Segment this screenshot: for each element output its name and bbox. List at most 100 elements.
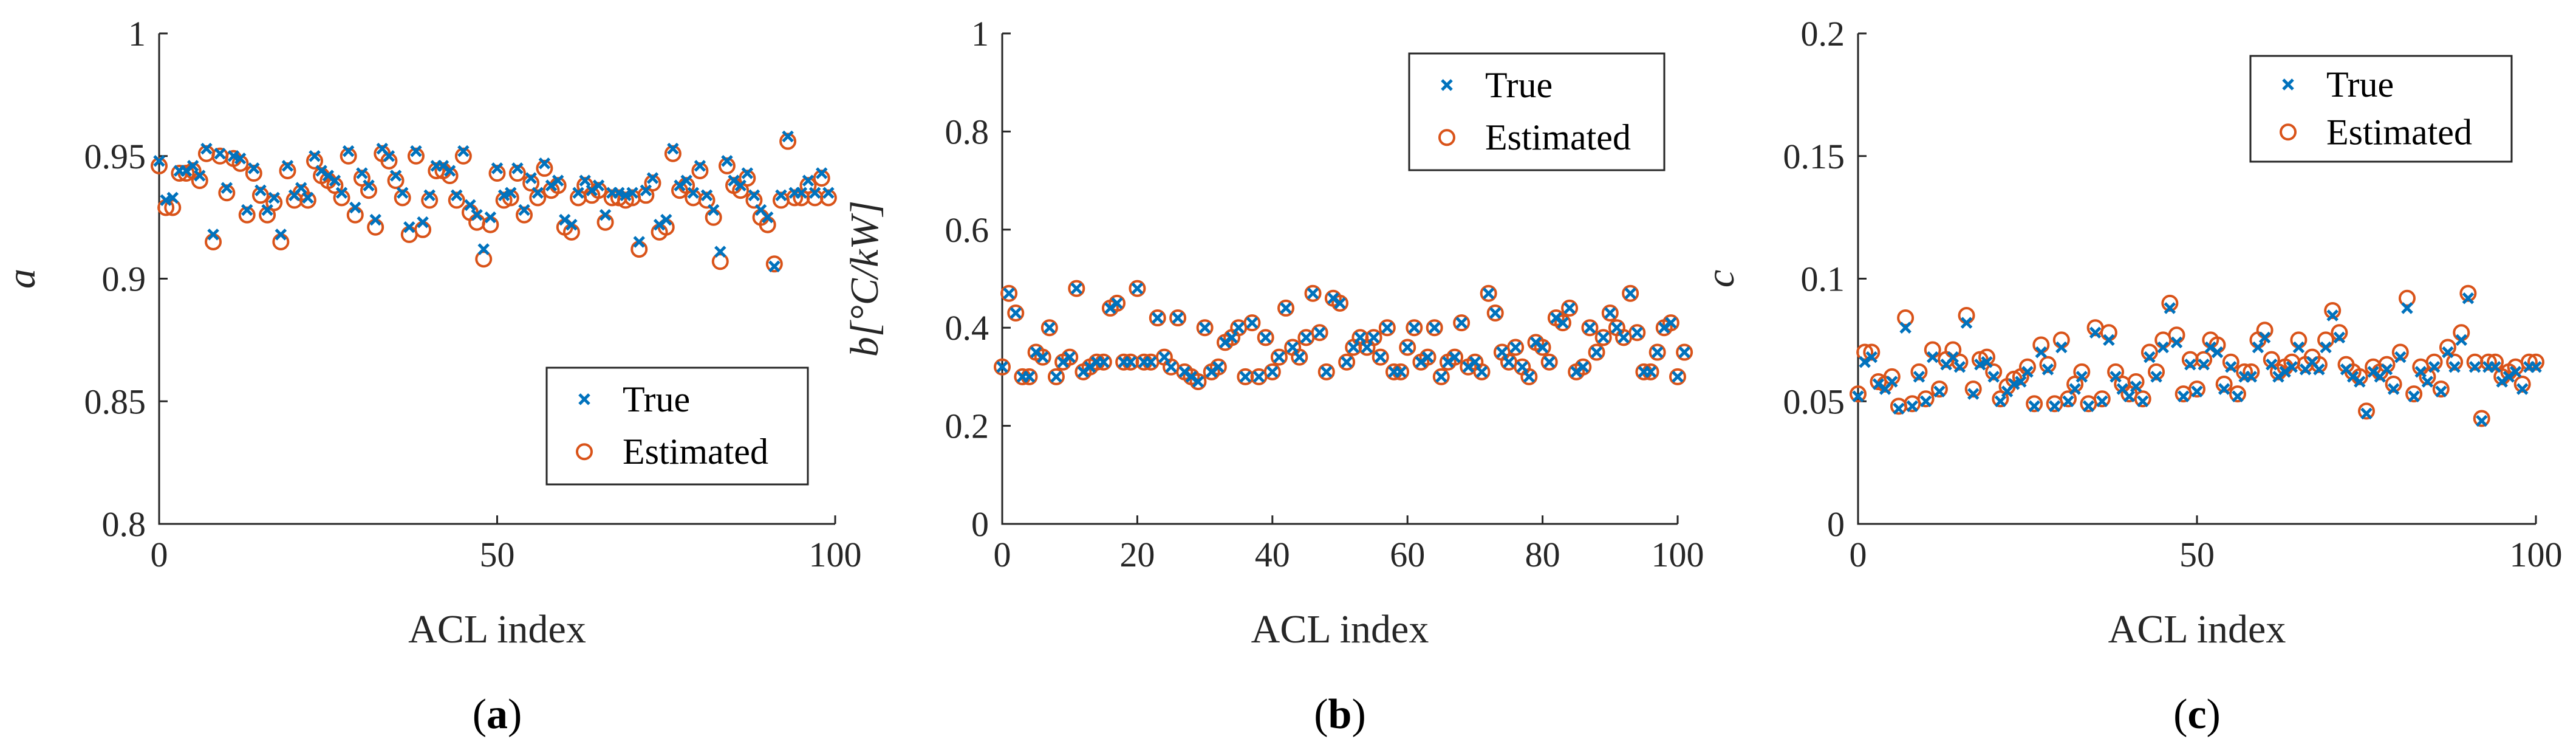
true-point xyxy=(2130,380,2142,393)
true-point xyxy=(1865,351,1878,363)
true-point xyxy=(782,130,794,143)
true-point xyxy=(2380,363,2393,376)
true-point xyxy=(1926,351,1939,363)
estimated-point xyxy=(1890,397,1907,415)
true-point xyxy=(620,189,632,202)
true-point xyxy=(579,174,591,187)
true-point xyxy=(1557,317,1569,329)
y-tick-label: 1 xyxy=(128,14,146,53)
estimated-point xyxy=(340,147,357,165)
estimated-point xyxy=(1676,343,1693,361)
true-point xyxy=(1597,331,1610,344)
true-point xyxy=(1172,312,1184,324)
true-point xyxy=(667,142,679,155)
true-point xyxy=(356,167,368,179)
legend-box xyxy=(2249,55,2513,163)
legend-box xyxy=(1408,52,1666,171)
estimated-point xyxy=(1263,363,1281,380)
true-point xyxy=(166,191,179,204)
estimated-point xyxy=(1520,368,1538,385)
x-axis-label: ACL index xyxy=(1251,607,1429,652)
true-point xyxy=(1455,317,1467,329)
caption-close: ) xyxy=(2207,691,2221,738)
true-point xyxy=(2489,360,2501,373)
caption-letter: b xyxy=(1328,691,1352,738)
estimated-point xyxy=(2140,343,2158,361)
estimated-point xyxy=(1628,324,1646,342)
true-point xyxy=(1212,360,1225,373)
true-point xyxy=(1563,302,1576,314)
true-point xyxy=(1947,351,1959,363)
true-point xyxy=(471,208,483,221)
y-tick-label: 0.8 xyxy=(945,112,989,151)
true-point xyxy=(2062,395,2074,408)
caption-letter: c xyxy=(2187,691,2206,738)
true-point xyxy=(1003,287,1015,300)
estimated-point xyxy=(516,206,533,224)
true-point xyxy=(214,147,226,160)
true-point xyxy=(1293,351,1306,363)
true-point xyxy=(1449,351,1461,363)
estimated-point xyxy=(1601,304,1619,322)
x-axis-label: ACL index xyxy=(408,607,586,652)
true-point xyxy=(2401,302,2413,314)
true-point xyxy=(369,213,381,226)
true-point xyxy=(775,189,787,202)
true-point xyxy=(626,187,638,199)
true-point xyxy=(1111,297,1123,309)
true-point xyxy=(1239,371,1252,383)
true-point xyxy=(2258,331,2271,344)
true-point xyxy=(484,211,497,224)
estimated-point xyxy=(218,184,236,202)
true-point xyxy=(160,194,172,207)
true-point xyxy=(2136,395,2149,408)
estimated-point xyxy=(711,253,729,270)
true-point xyxy=(768,260,781,273)
true-point xyxy=(511,162,524,174)
true-point xyxy=(761,211,774,224)
true-point xyxy=(1374,351,1387,363)
y-tick-label: 0.1 xyxy=(1801,260,1845,299)
true-point xyxy=(2428,360,2441,373)
true-point xyxy=(2286,360,2298,373)
series-estimated xyxy=(151,132,837,273)
estimated-point xyxy=(2032,336,2050,354)
true-point xyxy=(518,204,530,216)
true-point xyxy=(261,204,273,216)
true-point xyxy=(694,160,706,172)
true-point xyxy=(1536,341,1549,354)
estimated-point xyxy=(1486,304,1504,322)
true-point xyxy=(1651,346,1664,359)
estimated-point xyxy=(1068,280,1085,297)
true-point xyxy=(2198,358,2210,371)
true-point xyxy=(2455,334,2468,346)
estimated-point xyxy=(2148,363,2165,380)
true-point xyxy=(2434,385,2447,397)
true-point xyxy=(1469,356,1481,368)
x-tick-label: 20 xyxy=(1119,535,1155,574)
estimated-point xyxy=(2459,284,2477,302)
legend: True Estimated xyxy=(1408,52,1666,171)
true-point xyxy=(2394,351,2407,363)
true-point xyxy=(2313,363,2325,376)
y-axis-label: b[°C/kW] xyxy=(842,201,887,357)
panel-c: 0 50 100 0 0.05 0.1 0.15 0.2 ACL index c True Estim… xyxy=(1698,14,2563,738)
true-point xyxy=(1678,346,1690,359)
estimated-point xyxy=(1047,368,1065,385)
true-point xyxy=(1198,322,1211,334)
estimated-point xyxy=(1317,363,1335,380)
y-axis-label: c xyxy=(1698,270,1743,287)
true-point xyxy=(822,187,835,199)
true-point xyxy=(1933,385,1946,397)
estimated-point xyxy=(2168,326,2185,344)
true-point xyxy=(2021,366,2034,378)
estimated-point xyxy=(1978,348,1996,366)
estimated-point xyxy=(1453,314,1471,332)
true-point xyxy=(504,187,517,199)
estimated-point xyxy=(2331,324,2348,342)
true-point xyxy=(1428,322,1441,334)
true-point xyxy=(1300,331,1313,344)
x-tick-label: 100 xyxy=(2510,535,2563,574)
true-point xyxy=(1313,326,1326,339)
estimated-point xyxy=(2513,376,2531,393)
